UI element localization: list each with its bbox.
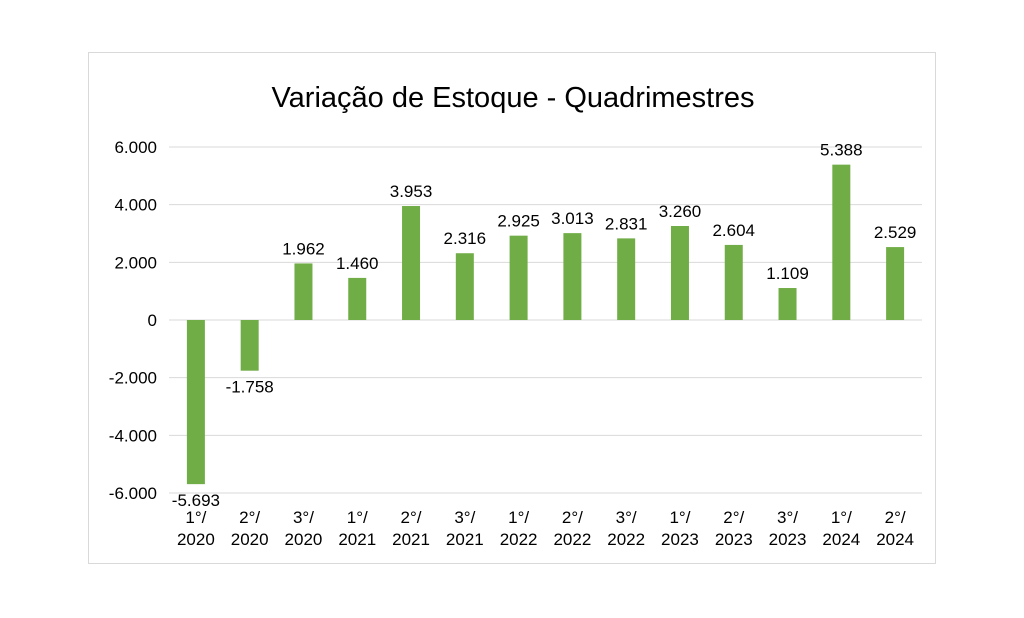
x-category-year: 2023 xyxy=(769,530,807,549)
y-tick-label: -2.000 xyxy=(109,369,157,388)
x-category-label: 1°/ xyxy=(669,508,690,527)
y-tick-label: 6.000 xyxy=(114,138,157,157)
x-category-year: 2023 xyxy=(661,530,699,549)
x-category-label: 2°/ xyxy=(723,508,744,527)
bar xyxy=(348,277,367,320)
x-category-year: 2022 xyxy=(553,530,591,549)
bar xyxy=(455,253,474,320)
data-label: -5.693 xyxy=(172,491,220,510)
gridlines xyxy=(169,146,922,494)
bar xyxy=(509,235,528,320)
y-tick-label: -4.000 xyxy=(109,426,157,445)
x-axis-categories: 1°/ 2020 2°/ 2020 3°/ 2020 1°/ 2021 2°/ 2021 3°/ 20… xyxy=(177,508,914,549)
x-category-year: 2020 xyxy=(231,530,269,549)
bar xyxy=(886,247,905,320)
bar xyxy=(186,320,205,485)
x-category-label: 3°/ xyxy=(454,508,475,527)
x-category-label: 2°/ xyxy=(885,508,906,527)
data-label: 2.925 xyxy=(497,212,540,231)
bar xyxy=(832,164,851,320)
x-category-label: 1°/ xyxy=(347,508,368,527)
x-category-label: 2°/ xyxy=(401,508,422,527)
data-label: 2.604 xyxy=(712,221,755,240)
y-tick-label: 4.000 xyxy=(114,196,157,215)
x-category-label: 3°/ xyxy=(777,508,798,527)
data-label: 2.831 xyxy=(605,214,648,233)
x-category-label: 3°/ xyxy=(616,508,637,527)
data-label: 2.529 xyxy=(874,223,917,242)
x-category-label: 1°/ xyxy=(508,508,529,527)
x-category-label: 2°/ xyxy=(562,508,583,527)
data-label: 3.260 xyxy=(659,202,702,221)
bar-chart: Variação de Estoque - Quadrimestres 6.00… xyxy=(109,82,922,549)
x-category-year: 2020 xyxy=(285,530,323,549)
x-category-year: 2021 xyxy=(338,530,376,549)
bar xyxy=(240,320,259,371)
data-labels: -5.693 -1.758 1.962 1.460 3.953 2.316 2.925 3.0… xyxy=(172,141,917,511)
y-tick-label: 0 xyxy=(148,311,157,330)
data-label: 1.460 xyxy=(336,254,379,273)
bar xyxy=(402,206,421,320)
x-category-year: 2024 xyxy=(876,530,914,549)
chart-title: Variação de Estoque - Quadrimestres xyxy=(271,82,754,114)
x-category-year: 2024 xyxy=(822,530,860,549)
bar xyxy=(563,233,582,320)
y-tick-label: -6.000 xyxy=(109,484,157,503)
x-category-year: 2021 xyxy=(392,530,430,549)
bar xyxy=(724,244,743,320)
x-category-year: 2021 xyxy=(446,530,484,549)
data-label: 5.388 xyxy=(820,141,863,160)
chart-area: Variação de Estoque - Quadrimestres 6.00… xyxy=(88,52,936,564)
bars xyxy=(186,164,905,485)
x-category-year: 2020 xyxy=(177,530,215,549)
x-category-label: 2°/ xyxy=(239,508,260,527)
y-axis-ticks: 6.000 4.000 2.000 0 -2.000 -4.000 -6.000 xyxy=(109,138,157,503)
x-category-label: 1°/ xyxy=(831,508,852,527)
data-label: 3.013 xyxy=(551,209,594,228)
bar xyxy=(294,263,313,320)
data-label: 3.953 xyxy=(390,182,433,201)
data-label: 1.109 xyxy=(766,264,809,283)
x-category-year: 2022 xyxy=(500,530,538,549)
data-label: 1.962 xyxy=(282,239,325,258)
x-category-year: 2022 xyxy=(607,530,645,549)
bar xyxy=(778,288,797,320)
bar xyxy=(617,238,636,320)
bar xyxy=(670,226,689,320)
x-category-year: 2023 xyxy=(715,530,753,549)
x-category-label: 1°/ xyxy=(185,508,206,527)
data-label: 2.316 xyxy=(444,229,487,248)
x-category-label: 3°/ xyxy=(293,508,314,527)
y-tick-label: 2.000 xyxy=(114,253,157,272)
data-label: -1.758 xyxy=(226,378,274,397)
